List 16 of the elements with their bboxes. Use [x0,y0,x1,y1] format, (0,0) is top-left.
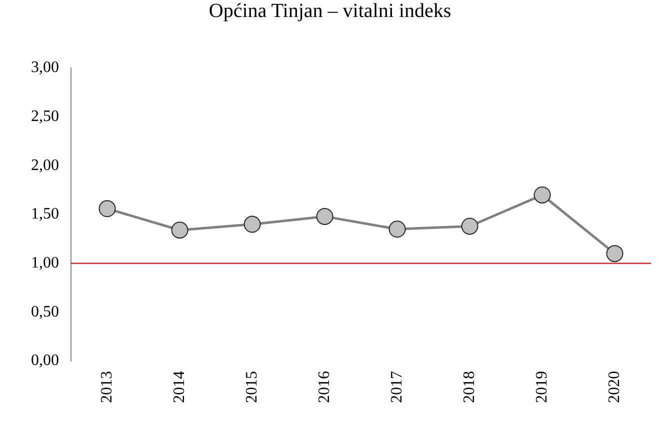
x-tick-label: 2018 [460,371,478,403]
x-tick-label: 2014 [170,371,188,403]
x-tick-label: 2019 [533,371,550,403]
x-tick-label: 2020 [606,371,623,403]
y-tick-label: 2,00 [31,156,59,174]
y-tick-label: 0,00 [31,352,59,370]
y-tick-label: 3,00 [31,59,59,76]
y-tick-label: 1,00 [31,254,59,272]
y-tick-label: 2,50 [31,108,59,126]
x-tick-label: 2017 [388,371,406,403]
y-tick-label: 1,50 [31,206,59,223]
x-tick-label: 2013 [98,371,116,403]
chart-title: Općina Tinjan – vitalni indeks [208,0,452,23]
y-tick-label: 0,50 [31,303,59,320]
x-tick-label: 2015 [243,371,260,403]
x-tick-label: 2016 [316,371,333,403]
